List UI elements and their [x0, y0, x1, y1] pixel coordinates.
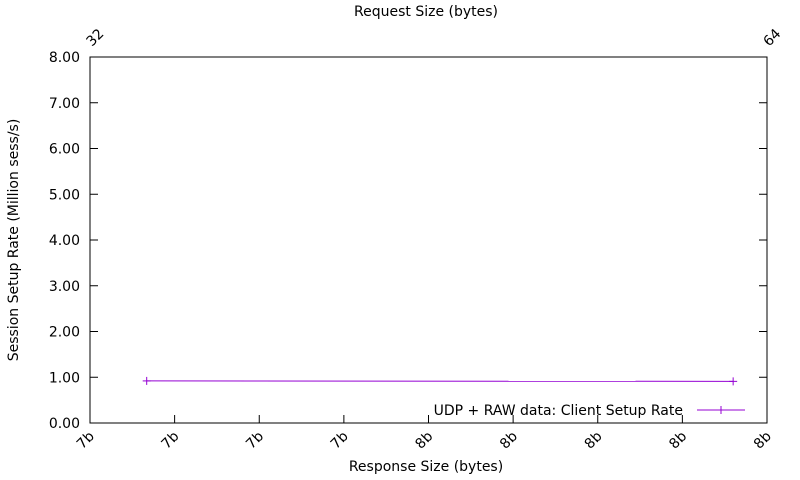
x-tick-label: 7b — [159, 428, 183, 452]
y-tick-label: 4.00 — [49, 233, 80, 249]
x-axis-label: Response Size (bytes) — [349, 459, 503, 475]
x-tick-label: 8b — [582, 428, 606, 452]
data-point — [729, 377, 738, 386]
legend: UDP + RAW data: Client Setup Rate — [434, 403, 745, 419]
legend-marker — [717, 406, 725, 414]
x-tick-label: 7b — [243, 428, 267, 452]
x-tick-label: 8b — [412, 428, 436, 452]
x-tick-label: 8b — [751, 428, 775, 452]
y-tick-label: 1.00 — [49, 370, 80, 386]
x-tick-label: 8b — [497, 428, 521, 452]
plot-frame — [89, 56, 768, 424]
y-tick-label: 2.00 — [49, 325, 80, 341]
y-axis: 0.00 1.00 2.00 3.00 4.00 5.00 6.00 7.00 8.00 — [49, 50, 767, 432]
series-layer — [142, 376, 738, 386]
x2-tick-label: 32 — [84, 26, 108, 50]
x-tick-label: 7b — [328, 428, 352, 452]
x2-tick-label: 64 — [761, 26, 785, 50]
legend-label: UDP + RAW data: Client Setup Rate — [434, 403, 683, 419]
y-tick-label: 0.00 — [49, 416, 80, 432]
x2-axis: 32 64 — [84, 26, 785, 50]
y-axis-label: Session Setup Rate (Million sess/s) — [6, 119, 22, 362]
y-tick-label: 8.00 — [49, 50, 80, 66]
y-tick-label: 7.00 — [49, 96, 80, 112]
y-tick-label: 6.00 — [49, 142, 80, 158]
data-point — [142, 376, 151, 385]
x-axis: 7b 7b 7b 7b 8b 8b 8b 8b 8b — [74, 415, 775, 452]
y-tick-label: 5.00 — [49, 187, 80, 203]
y-tick-label: 3.00 — [49, 279, 80, 295]
x-tick-label: 8b — [666, 428, 690, 452]
x-tick-label: 7b — [74, 428, 98, 452]
x2-axis-label: Request Size (bytes) — [354, 4, 498, 20]
